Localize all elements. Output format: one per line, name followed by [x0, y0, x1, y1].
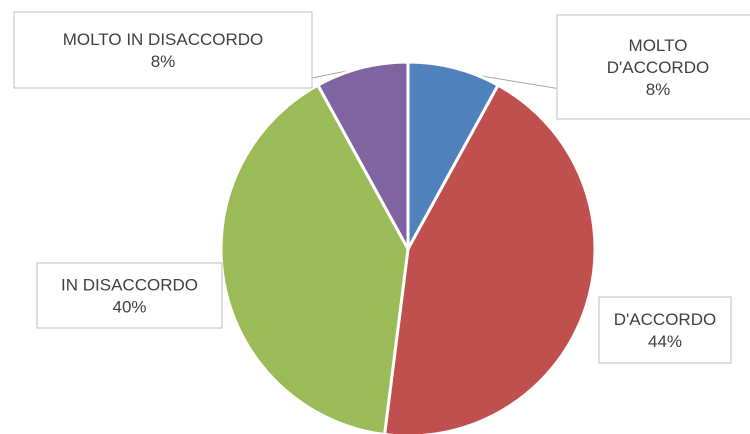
data-label-category: D'ACCORDO — [607, 58, 709, 77]
data-label-molto-in-disaccordo: MOLTO IN DISACCORDO 8% — [13, 11, 313, 89]
pie-slice-d-accordo — [383, 83, 597, 434]
data-label-molto-d-accordo: MOLTO D'ACCORDO 8% — [556, 14, 750, 120]
data-label-in-disaccordo: IN DISACCORDO 40% — [36, 262, 223, 329]
pie-slice-molto-in-disaccordo — [316, 60, 410, 251]
pie-slice-molto-d-accordo — [406, 60, 500, 251]
data-label-value: 40% — [112, 298, 146, 317]
pie-slices — [219, 60, 597, 434]
callout-box — [36, 262, 223, 329]
callout-box — [556, 14, 750, 120]
data-label-d-accordo: D'ACCORDO 44% — [598, 296, 732, 364]
pie-slice-in-disaccordo — [219, 83, 410, 434]
data-label-category: MOLTO IN DISACCORDO — [63, 30, 264, 49]
data-labels: MOLTO D'ACCORDO 8% D'ACCORDO 44% IN DISACCORD… — [13, 11, 750, 364]
callout-box — [13, 11, 313, 89]
data-label-value: 8% — [646, 80, 671, 99]
data-label-value: 8% — [151, 52, 176, 71]
data-label-category: D'ACCORDO — [614, 310, 716, 329]
callout-box — [598, 296, 732, 364]
data-label-category: IN DISACCORDO — [61, 276, 198, 295]
data-label-value: 44% — [648, 332, 682, 351]
data-label-category: MOLTO — [629, 36, 688, 55]
